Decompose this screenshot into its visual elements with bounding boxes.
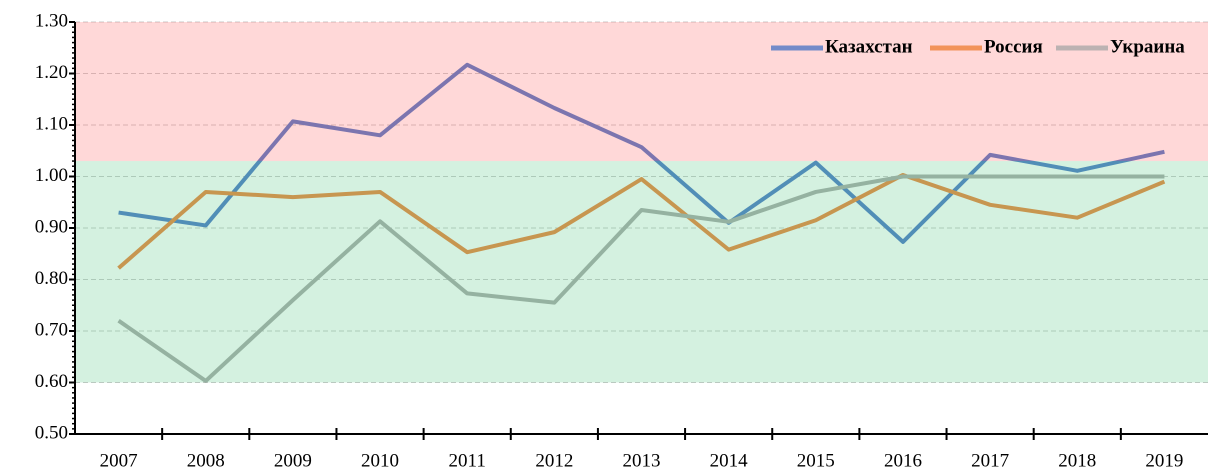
- x-tick-label: 2018: [1058, 450, 1096, 471]
- y-tick-label: 0.50: [35, 422, 68, 443]
- y-tick-label: 0.70: [35, 319, 68, 340]
- y-tick-label: 0.80: [35, 268, 68, 289]
- x-tick-label: 2007: [100, 450, 138, 471]
- x-tick-label: 2017: [971, 450, 1009, 471]
- y-tick-label: 1.00: [35, 165, 68, 186]
- x-tick-label: 2014: [710, 450, 749, 471]
- x-tick-label: 2019: [1145, 450, 1183, 471]
- x-tick-label: 2016: [884, 450, 922, 471]
- x-tick-label: 2013: [623, 450, 661, 471]
- x-tick-label: 2011: [449, 450, 486, 471]
- x-tick-label: 2009: [274, 450, 312, 471]
- x-tick-label: 2008: [187, 450, 225, 471]
- legend-label: Россия: [984, 36, 1043, 57]
- legend: Казахстан Россия Украина: [771, 36, 1185, 57]
- x-tick-label: 2012: [535, 450, 573, 471]
- x-tick-label: 2010: [361, 450, 399, 471]
- series-line: [117, 174, 1165, 383]
- y-tick-label: 1.10: [35, 113, 68, 134]
- series-line: [118, 62, 1165, 244]
- zone-band: [75, 161, 1208, 383]
- y-tick-label: 1.20: [35, 62, 68, 83]
- x-tick-label: 2015: [797, 450, 835, 471]
- legend-label: Украина: [1110, 36, 1185, 57]
- y-tick-label: 1.30: [35, 10, 68, 31]
- y-tick-label: 0.60: [35, 371, 68, 392]
- series-line: [117, 172, 1166, 270]
- legend-label: Казахстан: [825, 36, 913, 57]
- y-tick-label: 0.90: [35, 216, 68, 237]
- zone-band: [75, 22, 1208, 162]
